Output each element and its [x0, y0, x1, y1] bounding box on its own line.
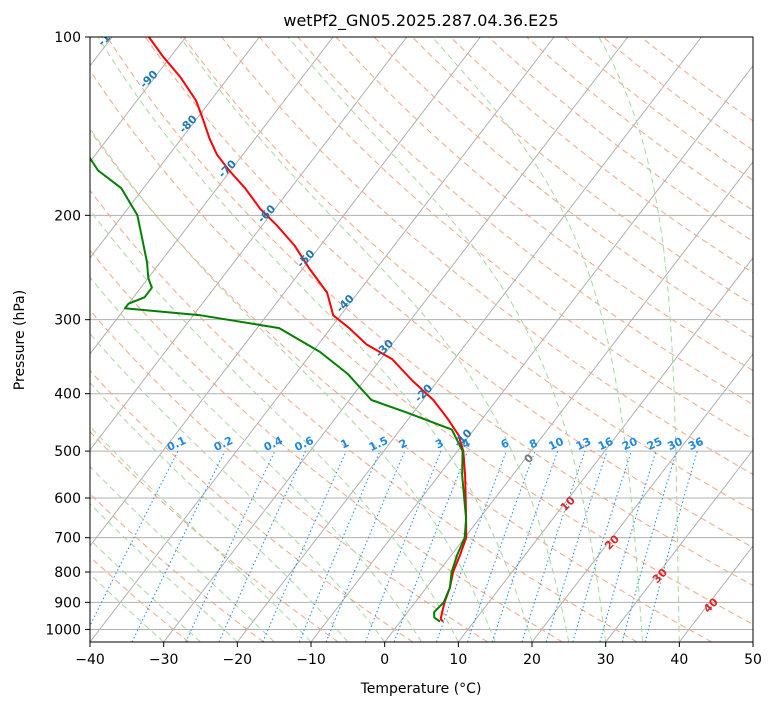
isotherm-line	[457, 257, 753, 642]
mixing-ratio-label: 25	[645, 435, 664, 453]
mixing-ratio-line	[572, 450, 632, 642]
dry-adiabat-line	[144, 37, 753, 549]
mixing-ratio-label: 20	[620, 435, 640, 453]
isotherm-line	[236, 37, 702, 642]
dry-adiabat-line	[297, 37, 753, 406]
isotherm-line	[384, 161, 753, 642]
mixing-ratio-line	[298, 450, 381, 642]
isotherm-line	[90, 37, 334, 355]
isotherm-label: -100	[95, 20, 124, 49]
mixing-ratio-line	[545, 450, 608, 642]
isotherm-line	[90, 37, 481, 547]
moist-adiabat-line	[90, 573, 165, 642]
background-lines	[90, 37, 753, 642]
moist-adiabat-line	[90, 425, 312, 642]
y-tick-label: 400	[54, 387, 81, 403]
x-tick-label: 30	[597, 652, 615, 668]
moist-adiabat-line	[90, 333, 386, 642]
isotherm-line	[90, 37, 187, 163]
moist-adiabat-line	[287, 37, 607, 642]
dry-adiabat-line	[90, 309, 488, 642]
moist-adiabat-line	[90, 465, 275, 642]
dry-adiabat-line	[335, 37, 753, 372]
y-tick-label: 800	[54, 565, 81, 581]
mixing-ratio-line	[90, 450, 179, 627]
mixing-ratio-label: 36	[686, 435, 706, 453]
y-tick-label: 700	[54, 531, 81, 547]
x-tick-label: 50	[744, 652, 762, 668]
temperature-profile-line	[148, 37, 468, 623]
dry-adiabat-line	[373, 37, 753, 339]
y-axis-label: Pressure (hPa)	[12, 290, 28, 390]
moist-adiabat-line	[179, 37, 570, 642]
isotherm-line	[90, 37, 260, 259]
moist-adiabat-line	[90, 503, 238, 642]
dry-adiabat-line	[90, 431, 339, 642]
x-axis: −40 −30 −20 −10 0 10 20 30 40 50	[75, 642, 762, 668]
dry-adiabat-line	[90, 129, 712, 642]
mixing-ratio-line	[521, 450, 586, 642]
isotherm-line	[605, 449, 753, 642]
moist-adiabat-line	[90, 127, 496, 642]
y-tick-label: 900	[54, 595, 81, 611]
mixing-ratio-line	[599, 450, 657, 642]
x-tick-label: −40	[75, 652, 105, 668]
x-tick-label: 10	[449, 652, 467, 668]
mixing-ratio-line	[435, 450, 507, 642]
y-axis: 100 200 300 400 500 600 700 800 900 1000	[45, 30, 90, 638]
y-tick-label: 300	[54, 313, 81, 329]
x-tick-label: −10	[296, 652, 326, 668]
dry-adiabat-line	[106, 37, 753, 587]
x-tick-label: 40	[670, 652, 688, 668]
dry-adiabat-line	[90, 189, 638, 642]
dewpoint-profile-line	[90, 156, 468, 623]
plot-frame	[89, 36, 754, 643]
profile-lines	[90, 37, 468, 623]
chart-title: wetPf2_GN05.2025.287.04.36.E25	[283, 11, 558, 31]
mixing-ratio-line	[467, 450, 536, 642]
dry-adiabat-line	[90, 369, 414, 642]
moist-adiabat-line	[90, 276, 422, 642]
x-axis-label: Temperature (°C)	[360, 681, 482, 697]
isotherm-line	[531, 353, 753, 642]
moist-adiabat-line	[97, 37, 533, 642]
dry-adiabat-line	[90, 69, 753, 625]
moist-adiabat-line	[90, 209, 459, 642]
dry-adiabat-line	[90, 249, 563, 642]
mixing-ratio-line	[491, 450, 559, 642]
moist-adiabat-line	[598, 37, 680, 642]
mixing-ratio-label: 13	[574, 435, 593, 453]
x-tick-label: 20	[523, 652, 541, 668]
mixing-ratio-line	[644, 450, 698, 642]
moist-adiabat-line	[90, 538, 201, 642]
mixing-ratio-line	[621, 450, 678, 642]
y-tick-label: 600	[54, 491, 81, 507]
mixing-ratio-label: 10	[547, 435, 567, 453]
x-tick-label: −20	[223, 652, 253, 668]
y-tick-label: 100	[54, 30, 81, 46]
y-tick-label: 1000	[45, 622, 81, 638]
mixing-ratio-label: 16	[596, 435, 616, 453]
y-tick-label: 500	[54, 444, 81, 460]
mixing-ratio-line	[262, 450, 347, 642]
dry-adiabat-line	[90, 555, 190, 642]
isotherm-line	[90, 37, 408, 451]
isotherm-line	[90, 37, 555, 642]
mixing-ratio-line	[364, 450, 442, 642]
mixing-ratio-line	[325, 450, 406, 642]
x-tick-label: 0	[380, 652, 389, 668]
moist-adiabat-line	[431, 37, 643, 642]
mixing-ratio-label: 30	[665, 435, 685, 453]
mixing-ratio-line	[393, 450, 469, 642]
y-tick-label: 200	[54, 208, 81, 224]
isotherm-line	[163, 37, 629, 642]
x-tick-label: −30	[149, 652, 179, 668]
